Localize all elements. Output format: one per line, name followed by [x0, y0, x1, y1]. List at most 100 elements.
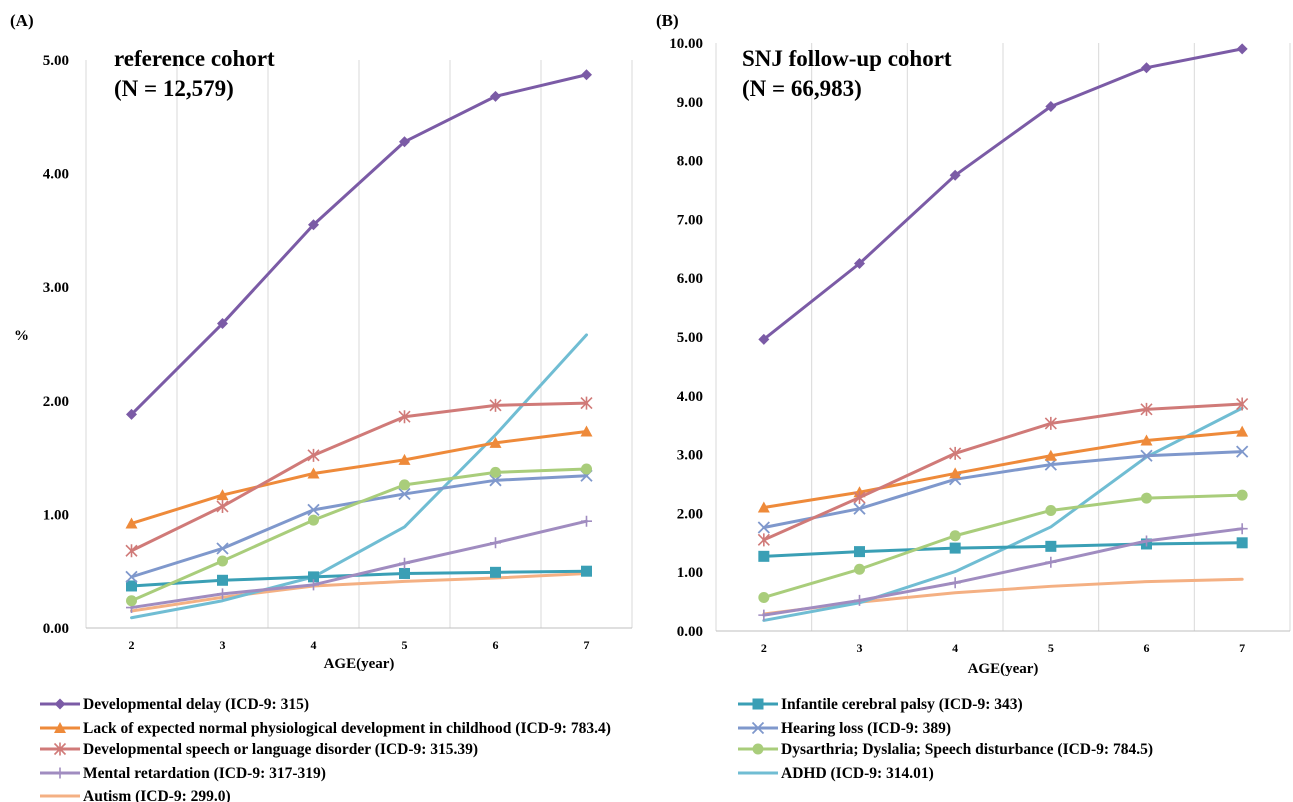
panel-a-x-tick-label: 5	[402, 638, 408, 652]
series-line	[130, 467, 588, 603]
series-line	[762, 430, 1244, 510]
data-point	[216, 499, 229, 513]
series-line	[762, 402, 1244, 542]
data-point	[1045, 101, 1057, 113]
panel-b-x-tick-label: 4	[952, 641, 958, 655]
data-point	[308, 579, 319, 591]
panel-b-series-lack-of-expected-normal-physiological-de	[757, 425, 1249, 513]
panel-b-y-tick-label: 7.00	[677, 212, 703, 228]
panel-b-x-tick-label: 5	[1048, 641, 1054, 655]
legend-item: Hearing loss (ICD-9: 389)	[738, 720, 951, 737]
data-point	[854, 258, 865, 269]
panel-a-y-tick-label: 5.00	[43, 53, 69, 69]
data-point	[580, 425, 593, 437]
data-point	[126, 408, 137, 420]
panel-b-chart: 0.00 1.00 2.00 3.00 4.00 5.00 6.00 7.00 8.00 9.00…	[656, 11, 1291, 677]
panel-a-series-developmental-speech-or-language-disorde	[125, 396, 593, 558]
panel-a-chart: 0.00 1.00 2.00 3.00 4.00 5.00 2 3 4 5 6 7 AGE(year)%…	[10, 11, 633, 672]
data-point	[217, 318, 228, 330]
legend-item: Infantile cerebral palsy (ICD-9: 343)	[738, 696, 1023, 713]
panel-a-y-axis-label: %	[14, 328, 29, 344]
data-point	[217, 555, 228, 567]
data-point	[581, 69, 592, 81]
legend: Developmental delay (ICD-9: 315) Infantil…	[40, 696, 1153, 802]
legend-label: ADHD (ICD-9: 314.01)	[781, 765, 934, 782]
data-point	[1140, 449, 1153, 462]
panel-b-y-tick-label: 5.00	[677, 330, 703, 346]
data-point	[757, 533, 770, 547]
data-point	[399, 557, 410, 569]
panel-a-series-mental-retardation-icd-9-317-319	[126, 515, 592, 614]
series-line	[762, 47, 1244, 341]
legend-item: Mental retardation (ICD-9: 317-319)	[40, 765, 326, 782]
panel-b-y-tick-label: 1.00	[677, 565, 703, 581]
data-point	[1141, 535, 1152, 547]
panel-a-x-tick-label: 2	[129, 638, 135, 652]
panel-a-series-autism-icd-9-299-0	[130, 571, 588, 613]
series-line	[130, 333, 588, 620]
data-point	[398, 487, 411, 501]
data-point	[125, 517, 138, 529]
data-point	[490, 90, 501, 102]
legend-label: Developmental speech or language disorde…	[83, 741, 478, 758]
data-point	[758, 333, 770, 345]
panel-b-x-tick-label: 3	[857, 641, 863, 655]
data-point	[398, 410, 411, 424]
data-point	[949, 542, 961, 554]
legend-label: Infantile cerebral palsy (ICD-9: 343)	[781, 696, 1023, 713]
panel-b-series-mental-retardation-icd-9-317-319	[758, 523, 1248, 621]
legend-item: ADHD (ICD-9: 314.01)	[738, 765, 934, 782]
panel-a-y-tick-label: 2.00	[43, 394, 69, 410]
series-line	[130, 571, 588, 613]
data-point	[216, 489, 229, 501]
series-line	[130, 519, 588, 610]
panel-a-y-tick-label: 0.00	[43, 621, 69, 637]
data-point	[854, 563, 865, 575]
panel-a-x-axis-label: AGE(year)	[324, 656, 395, 672]
panel-b-label: (B)	[656, 11, 679, 30]
panel-a-series-dysarthria-dyslalia-speech-disturbance-i	[126, 463, 592, 607]
data-point	[1044, 416, 1057, 430]
data-point	[490, 537, 501, 549]
data-point	[490, 566, 501, 578]
panel-a-y-tick-label: 4.00	[43, 167, 69, 183]
data-point	[854, 546, 865, 558]
panel-a-title-line: (N = 12,579)	[114, 76, 234, 101]
legend-label: Dysarthria; Dyslalia; Speech disturbance…	[781, 741, 1153, 758]
panel-a-x-tick-label: 7	[584, 638, 590, 652]
panel-b-x-tick-label: 2	[761, 641, 767, 655]
data-point	[489, 398, 502, 412]
legend-item: Lack of expected normal physiological de…	[40, 720, 611, 737]
legend-label: Developmental delay (ICD-9: 315)	[83, 696, 309, 713]
series-line	[762, 527, 1244, 617]
panel-b-y-tick-label: 10.00	[669, 36, 703, 52]
legend-swatch-marker	[54, 698, 66, 710]
data-point	[1140, 402, 1153, 416]
legend-label: Hearing loss (ICD-9: 389)	[781, 720, 951, 737]
series-line	[130, 401, 588, 553]
legend-swatch-marker	[752, 698, 764, 710]
data-point	[949, 577, 961, 589]
data-point	[1045, 556, 1057, 568]
panel-b-y-tick-label: 6.00	[677, 271, 703, 287]
data-point	[217, 574, 228, 586]
legend-label: Autism (ICD-9: 299.0)	[83, 788, 231, 802]
series-line	[130, 73, 588, 416]
data-point	[307, 503, 320, 516]
data-point	[1236, 523, 1248, 535]
data-point	[399, 136, 410, 148]
panel-b-y-tick-label: 4.00	[677, 389, 703, 405]
data-point	[307, 467, 320, 479]
panel-b-series-developmental-speech-or-language-disorde	[757, 397, 1249, 547]
panel-a-x-tick-label: 6	[493, 638, 499, 652]
data-point	[854, 594, 865, 606]
legend-swatch-marker	[751, 721, 765, 735]
legend-swatch-marker	[54, 722, 66, 733]
data-point	[125, 570, 138, 584]
legend-item: Dysarthria; Dyslalia; Speech disturbance…	[738, 741, 1153, 758]
legend-item: Autism (ICD-9: 299.0)	[40, 788, 231, 802]
data-point	[757, 501, 770, 513]
legend-label: Lack of expected normal physiological de…	[83, 720, 611, 737]
panel-a-title-line: reference cohort	[114, 46, 275, 71]
